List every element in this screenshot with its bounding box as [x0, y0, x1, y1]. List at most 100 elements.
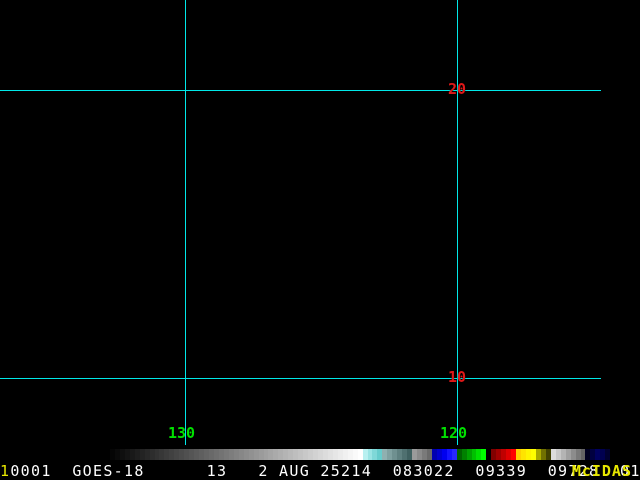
longitude-label-120: 120	[440, 424, 468, 442]
colorbar-segment	[372, 449, 378, 460]
colorbar-segment	[511, 449, 517, 460]
colorbar-segment	[228, 449, 234, 460]
colorbar-segment	[278, 449, 284, 460]
colorbar-segment	[550, 449, 556, 460]
colorbar-segment	[124, 449, 130, 460]
colorbar-segment	[471, 449, 477, 460]
colorbar-segment	[600, 449, 606, 460]
colorbar-segment	[560, 449, 566, 460]
colorbar-segment	[342, 449, 348, 460]
satellite-image-panel[interactable]: 20 10	[0, 0, 601, 413]
colorbar-segment	[466, 449, 472, 460]
colorbar-segment	[392, 449, 398, 460]
colorbar-segment	[199, 449, 205, 460]
colorbar-segment	[530, 449, 536, 460]
colorbar-segment	[174, 449, 180, 460]
colorbar-segment	[516, 449, 522, 460]
colorbar-segment	[164, 449, 170, 460]
colorbar-segment	[521, 449, 527, 460]
colorbar-segment	[243, 449, 249, 460]
status-text-line: 10001 GOES-18 13 2 AUG 25214 083022 0933…	[0, 462, 640, 480]
colorbar-segment	[139, 449, 145, 460]
colorbar-segment	[570, 449, 576, 460]
bottom-info-panel: 130 120 10001 GOES-18 13 2 AUG 25214 083…	[0, 413, 640, 480]
colorbar-segment	[114, 449, 120, 460]
colorbar-segment	[149, 449, 155, 460]
colorbar-segment	[129, 449, 135, 460]
longitude-label-130: 130	[168, 424, 196, 442]
colorbar-segment	[352, 449, 358, 460]
colorbar-segment	[184, 449, 190, 460]
time-utc: 083022	[392, 462, 455, 480]
colorbar-segment	[605, 449, 611, 460]
colorbar-segment	[322, 449, 328, 460]
colorbar-segment	[248, 449, 254, 460]
colorbar-segment	[446, 449, 452, 460]
longitude-tick-130	[185, 413, 186, 445]
colorbar-segment	[422, 449, 427, 460]
colorbar-segment	[357, 449, 363, 460]
day-of-month: 2	[258, 462, 269, 480]
month: AUG	[279, 462, 311, 480]
colorbar-segment	[402, 449, 408, 460]
colorbar-segment	[362, 449, 368, 460]
colorbar-segment	[535, 449, 541, 460]
colorbar-segment	[169, 449, 175, 460]
colorbar-segment	[426, 449, 432, 460]
colorbar-segment	[545, 449, 551, 460]
colorbar-segment	[223, 449, 229, 460]
colorbar-segment	[382, 449, 388, 460]
colorbar-segment	[431, 449, 437, 460]
colorbar-segment	[397, 449, 403, 460]
colorbar-segment	[194, 449, 200, 460]
colorbar-segment	[288, 449, 294, 460]
colorbar-segment	[317, 449, 323, 460]
longitude-tick-120	[457, 413, 458, 445]
colorbar-segment	[441, 449, 447, 460]
colorbar-segment	[293, 449, 299, 460]
colorbar-segment	[501, 449, 507, 460]
colorbar-segment	[253, 449, 259, 460]
colorbar-segment	[303, 449, 309, 460]
colorbar-segment	[119, 449, 125, 460]
colorbar-segment	[263, 449, 269, 460]
colorbar-segment	[456, 449, 462, 460]
frame-index: 1	[0, 462, 11, 480]
line-coordinate: 09339	[475, 462, 528, 480]
colorbar-segment	[491, 449, 497, 460]
colorbar-segment	[213, 449, 219, 460]
colorbar-segment	[204, 449, 210, 460]
colorbar-segment	[436, 449, 442, 460]
colorbar-segment	[476, 449, 482, 460]
colorbar-segment	[283, 449, 289, 460]
colorbar-segment	[238, 449, 244, 460]
colorbar-segment	[109, 449, 115, 460]
colorbar-segment	[575, 449, 581, 460]
colorbar-segment	[179, 449, 185, 460]
colorbar-segment	[496, 449, 502, 460]
colorbar-segment	[327, 449, 333, 460]
colorbar-segment	[105, 449, 110, 460]
colorbar-segment	[555, 449, 561, 460]
colorbar-segment	[144, 449, 150, 460]
ir-enhancement-colorbar[interactable]	[105, 449, 611, 460]
colorbar-segment	[209, 449, 214, 460]
colorbar-segment	[268, 449, 274, 460]
colorbar-segment	[367, 449, 373, 460]
colorbar-segment	[218, 449, 224, 460]
colorbar-segment	[417, 449, 422, 460]
mcidas-brand-label: McIDAS	[571, 462, 632, 480]
satellite-image-canvas[interactable]	[0, 0, 601, 413]
colorbar-segment	[481, 449, 487, 460]
colorbar-segment	[540, 449, 546, 460]
colorbar-segment	[595, 449, 601, 460]
satellite-name: GOES-18	[72, 462, 145, 480]
resolution: 01.00	[620, 462, 640, 480]
colorbar-segment	[189, 449, 195, 460]
colorbar-segment	[308, 449, 314, 460]
colorbar-segment	[407, 449, 413, 460]
colorbar-segment	[526, 449, 531, 460]
colorbar-segment	[154, 449, 160, 460]
colorbar-segment	[298, 449, 304, 460]
